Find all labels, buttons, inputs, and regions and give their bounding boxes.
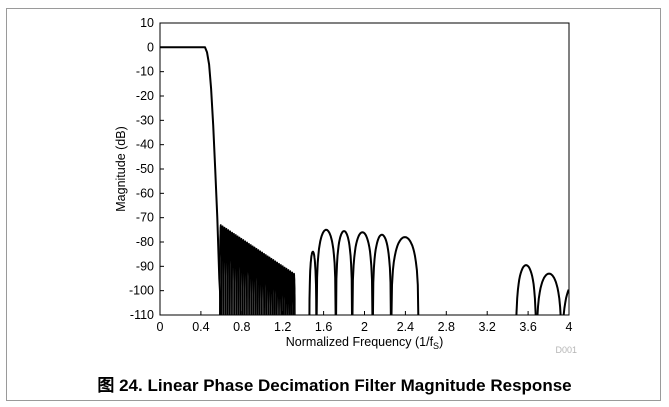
figure-frame (6, 8, 661, 401)
x-tick-label: 1.6 (315, 320, 332, 334)
y-tick-label: -90 (136, 259, 154, 273)
figure-caption: 图 24. Linear Phase Decimation Filter Mag… (97, 376, 572, 395)
x-tick-label: 4 (566, 320, 573, 334)
x-tick-label: 3.2 (479, 320, 496, 334)
y-tick-label: -60 (136, 186, 154, 200)
passband-transition-line (160, 46, 223, 315)
stopband-lobe-line (515, 264, 537, 315)
plot-area (160, 46, 569, 315)
y-tick-label: 0 (147, 40, 154, 54)
x-tick-label: 0.4 (192, 320, 209, 334)
stopband-lobe-line (390, 236, 420, 315)
stopband-lobe-line (536, 272, 562, 315)
stopband-ripples-line (219, 224, 296, 315)
y-tick-label: 10 (140, 16, 154, 30)
y-tick-label: -20 (136, 89, 154, 103)
y-tick-label: -70 (136, 211, 154, 225)
y-tick-label: -110 (130, 308, 154, 322)
x-tick-label: 3.6 (519, 320, 536, 334)
y-tick-label: -80 (136, 235, 154, 249)
stopband-lobe-line (315, 228, 337, 315)
x-tick-label: 1.2 (274, 320, 291, 334)
y-tick-label: -30 (136, 113, 154, 127)
y-tick-label: -10 (136, 65, 154, 79)
stopband-lobe-line (371, 233, 392, 315)
response-curves (160, 46, 569, 315)
x-tick-label: 0.8 (233, 320, 250, 334)
y-axis-label: Magnitude (dB) (114, 126, 128, 211)
y-tick-label: -40 (136, 138, 154, 152)
y-tick-label: -50 (136, 162, 154, 176)
x-tick-label: 2 (361, 320, 368, 334)
stopband-lobe-line (351, 231, 374, 315)
stopband-lobe-line (562, 289, 569, 315)
x-tick-label: 2.4 (397, 320, 414, 334)
watermark-label: D001 (555, 345, 577, 355)
stopband-lobe-line (335, 230, 353, 315)
stopband-lobe-line (308, 250, 318, 315)
y-tick-label: -100 (129, 284, 154, 298)
x-tick-label: 2.8 (438, 320, 455, 334)
x-axis-label: Normalized Frequency (1/fS) (286, 335, 443, 351)
x-tick-label: 0 (157, 320, 164, 334)
axes (159, 22, 570, 316)
